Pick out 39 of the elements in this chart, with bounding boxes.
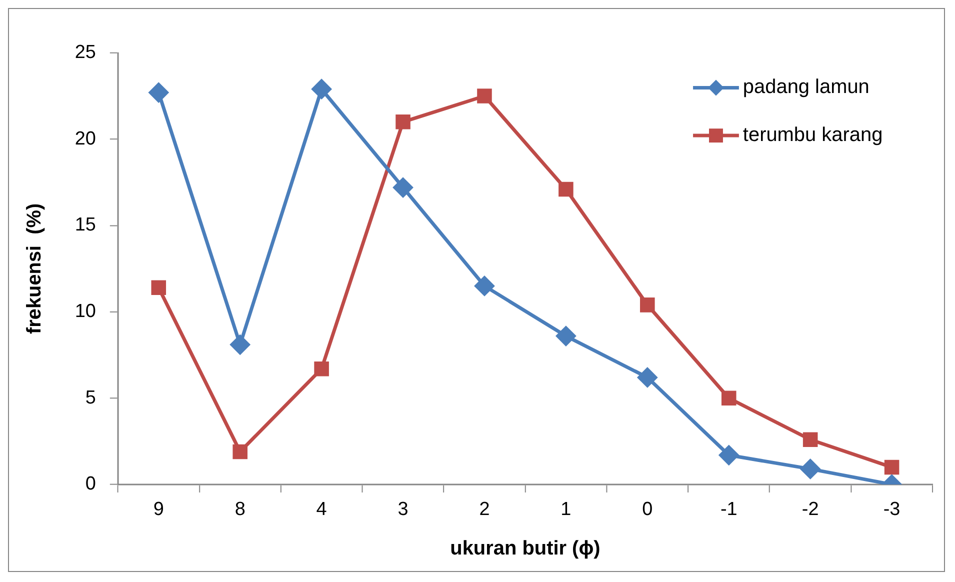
point [802, 432, 818, 447]
point [640, 298, 655, 312]
x-tick-label: 4 [316, 499, 327, 520]
y-tick-label: 0 [85, 474, 96, 495]
point [148, 82, 168, 102]
point [474, 276, 494, 296]
y-tick-label: 10 [74, 301, 96, 322]
x-tick-label: -2 [802, 499, 819, 520]
point [800, 459, 820, 479]
point [151, 280, 166, 296]
point [558, 182, 574, 197]
x-axis-title: ukuran butir (ϕ) [450, 538, 600, 560]
point [884, 460, 900, 475]
x-tick-label: 2 [479, 499, 490, 520]
point [314, 361, 329, 376]
x-tick-label: -1 [720, 499, 738, 520]
point [638, 368, 658, 388]
point [230, 334, 250, 354]
x-tick-label: 0 [642, 499, 653, 520]
point [719, 445, 739, 465]
legend-label: padang lamun [742, 76, 870, 98]
legend-label: terumbu karang [742, 124, 883, 146]
point [477, 88, 492, 104]
y-tick-label: 25 [74, 42, 96, 64]
y-tick-label: 5 [85, 387, 96, 408]
x-tick-label: 1 [560, 499, 572, 520]
point [312, 79, 332, 99]
y-axis-title: frekuensi (%) [23, 203, 46, 334]
y-tick-label: 15 [74, 214, 96, 236]
point [396, 114, 410, 130]
point [393, 178, 413, 198]
x-tick-label: 9 [153, 499, 164, 520]
point [721, 390, 736, 406]
point [556, 326, 576, 346]
point [232, 444, 248, 460]
x-tick-label: -3 [883, 499, 900, 520]
x-tick-label: 8 [234, 499, 246, 520]
y-tick-label: 20 [74, 128, 96, 150]
x-tick-label: 3 [398, 499, 408, 520]
